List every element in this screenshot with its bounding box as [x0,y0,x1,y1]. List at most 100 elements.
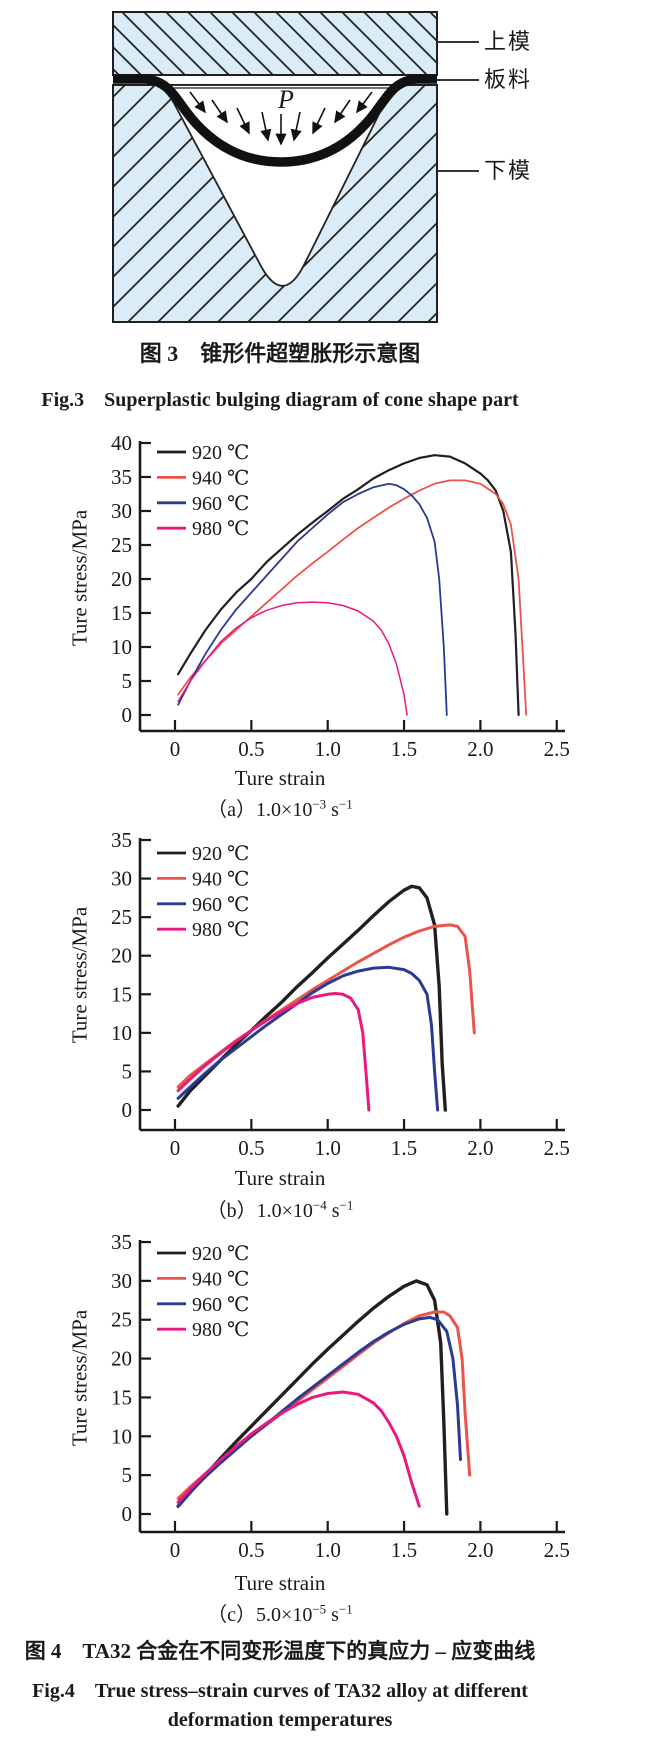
lower-die-block [112,84,438,323]
fig3-caption-zh: 图 3 锥形件超塑胀形示意图 [139,341,421,366]
chart-a-caption: （a）1.0×10−3 s−1 [0,793,560,822]
upper-die-label: 上模 [484,29,533,54]
x-tick-label: 1.0 [315,737,341,761]
y-tick-label: 35 [111,465,132,489]
x-tick-label: 0.5 [238,1136,264,1160]
chart-b: 0 5 10 15 20 25 30 35 0 0.5 1.0 1.5 2.0 2.5 920 ℃ 940 ℃… [111,828,570,1160]
y-tick-label: 15 [111,601,132,625]
curve-980c [177,601,408,716]
x-tick-label: 1.5 [391,1136,417,1160]
leader-lines [437,41,479,172]
caption-exponent: −4 [312,1197,327,1213]
y-tick-label: 25 [111,905,132,929]
y-tick-label: 25 [111,533,132,557]
legend-label-960c: 960 ℃ [192,894,249,916]
x-tick-label: 2.5 [544,1538,570,1562]
caption-unit-exponent: −1 [339,1197,354,1213]
caption-unit: s [326,1200,340,1222]
y-tick-label: 30 [111,867,132,891]
legend-label-980c: 980 ℃ [192,919,249,941]
y-tick-label: 40 [111,431,132,455]
legend-label-960c: 960 ℃ [192,1294,249,1316]
y-tick-label: 35 [111,828,132,852]
caption-text: （c）5.0×10 [207,1604,313,1626]
x-tick-label: 0.5 [238,1538,264,1562]
caption-unit: s [326,799,339,821]
y-tick-label: 10 [111,1424,132,1448]
curve-920c [176,884,447,1112]
fig3-caption-en: Fig.3 Superplastic bulging diagram of co… [41,389,519,411]
stress-strain-charts: 0 5 10 15 20 25 30 35 40 0 0.5 1.0 1.5 2.0 2.5 920 ℃ 940… [111,431,570,1562]
caption-exponent: −5 [312,1601,327,1617]
y-tick-label: 10 [111,635,132,659]
legend-label-960c: 960 ℃ [192,493,249,515]
y-tick-label: 10 [111,1021,132,1045]
caption-unit-exponent: −1 [338,1601,353,1617]
x-tick-label: 0 [170,1136,181,1160]
legend-label-920c: 920 ℃ [192,843,249,865]
y-tick-label: 30 [111,499,132,523]
x-tick-label: 1.5 [391,1538,417,1562]
y-tick-label: 5 [122,1463,133,1487]
legend-label-940c: 940 ℃ [192,1268,249,1290]
y-tick-label: 20 [111,567,132,591]
caption-exponent: −3 [312,796,327,812]
fig4-caption-zh: 图 4 TA32 合金在不同变形温度下的真应力 – 应变曲线 [24,1639,536,1663]
x-tick-label: 2.0 [467,1136,493,1160]
legend-label-920c: 920 ℃ [192,1243,249,1265]
y-tick-label: 0 [122,1502,133,1526]
y-tick-label: 15 [111,1385,132,1409]
y-tick-label: 20 [111,944,132,968]
legend-label-940c: 940 ℃ [192,467,249,489]
lower-die-label: 下模 [484,158,533,183]
legend-label-920c: 920 ℃ [192,442,249,464]
chart-c-xlabel: Ture strain [234,1571,326,1595]
upper-die-block [112,11,438,76]
x-tick-label: 0 [170,1538,181,1562]
x-tick-label: 0 [170,737,181,761]
curve-980c [176,992,371,1112]
y-tick-label: 20 [111,1347,132,1371]
curve-980c [176,1390,421,1508]
y-tick-label: 0 [122,703,133,727]
pressure-label: P [277,85,294,114]
curve-960c [176,965,440,1112]
curve-920c [177,454,520,717]
bulging-diagram: P [112,11,479,323]
chart-a-xlabel: Ture strain [234,766,326,790]
y-tick-label: 35 [111,1230,132,1254]
pressure-arrows [189,91,373,146]
x-tick-label: 1.5 [391,737,417,761]
x-tick-label: 2.5 [544,1136,570,1160]
caption-text: （a）1.0×10 [207,799,313,821]
y-tick-label: 30 [111,1269,132,1293]
legend-label-940c: 940 ℃ [192,868,249,890]
caption-unit: s [326,1604,339,1626]
chart-c: 0 5 10 15 20 25 30 35 0 0.5 1.0 1.5 2.0 2.5 920 ℃ 940 ℃… [111,1230,570,1562]
y-tick-label: 5 [122,1059,133,1083]
sheet-label: 板料 [484,67,533,92]
caption-unit-exponent: −1 [338,796,353,812]
legend-label-980c: 980 ℃ [192,1319,249,1341]
x-tick-label: 2.0 [467,737,493,761]
y-tick-label: 25 [111,1308,132,1332]
x-tick-label: 1.0 [315,1538,341,1562]
x-tick-label: 2.5 [544,737,570,761]
caption-text: （b）1.0×10 [206,1200,313,1222]
x-tick-label: 0.5 [238,737,264,761]
chart-a-ylabel: Ture stress/MPa [67,509,92,647]
curve-920c [176,1279,449,1516]
chart-b-ylabel: Ture stress/MPa [67,906,92,1044]
x-tick-label: 1.0 [315,1136,341,1160]
chart-c-ylabel: Ture stress/MPa [67,1309,92,1447]
fig4-caption-en-line1: Fig.4 True stress–strain curves of TA32 … [32,1680,528,1702]
chart-b-caption: （b）1.0×10−4 s−1 [0,1194,560,1223]
chart-b-xlabel: Ture strain [234,1166,326,1190]
chart-a: 0 5 10 15 20 25 30 35 40 0 0.5 1.0 1.5 2.0 2.5 920 ℃ 940… [111,431,570,761]
y-tick-label: 0 [122,1098,133,1122]
y-tick-label: 5 [122,669,133,693]
curve-960c [176,1315,462,1508]
chart-c-caption: （c）5.0×10−5 s−1 [0,1598,560,1627]
curve-960c [177,482,448,716]
